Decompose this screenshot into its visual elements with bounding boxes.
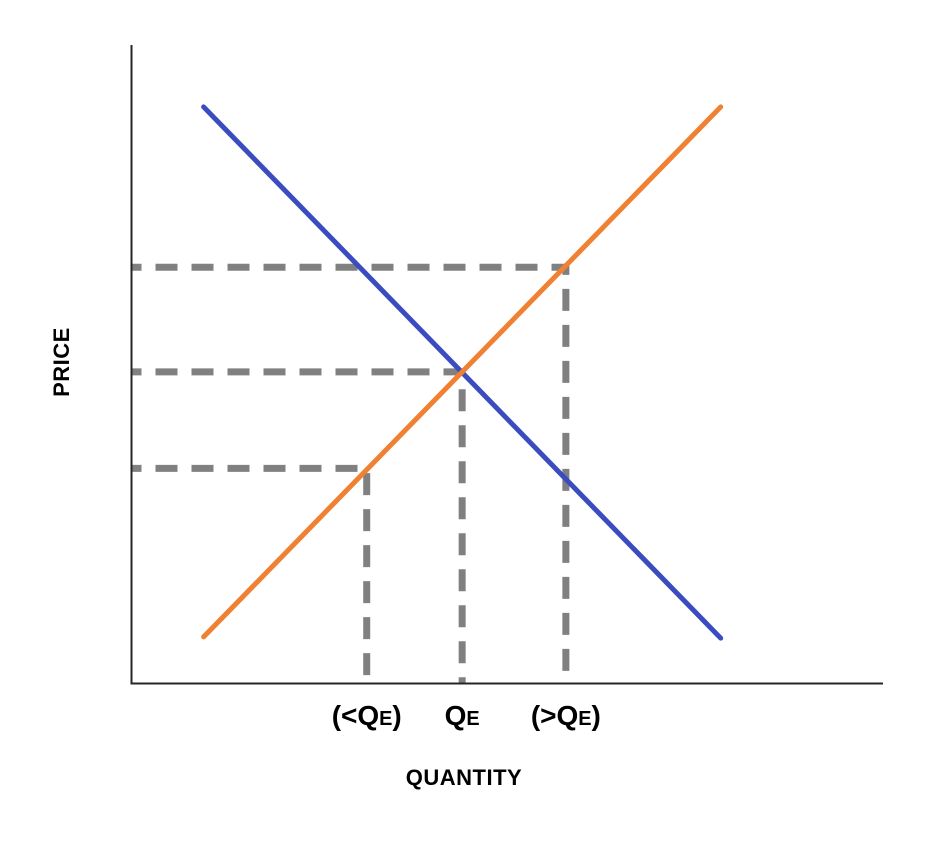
x-tick-label-above-equilibrium: (>QE) (530, 700, 601, 731)
x-axis-label: QUANTITY (405, 765, 523, 790)
axis-lines (130, 45, 883, 685)
axes (130, 45, 883, 685)
y-axis-label: PRICE (49, 327, 74, 397)
x-tick-label-equilibrium: QE (444, 700, 480, 731)
x-tick-label-below-equilibrium: (<QE) (331, 700, 402, 731)
curves (201, 104, 724, 641)
guide-equilibrium (131, 368, 466, 684)
supply-curve (201, 104, 724, 640)
guide-below-equilibrium (131, 464, 371, 684)
